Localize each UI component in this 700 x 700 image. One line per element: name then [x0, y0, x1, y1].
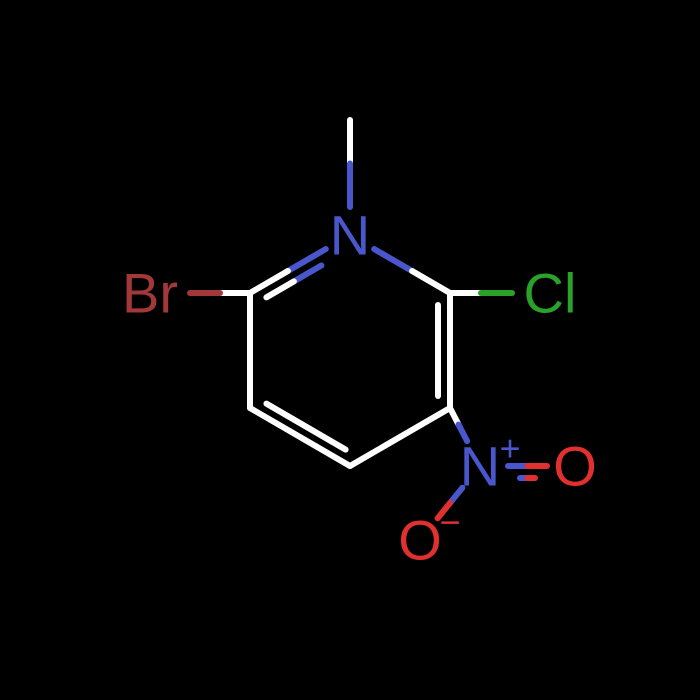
bond	[412, 271, 450, 293]
atom-label-cl: Cl	[524, 262, 577, 325]
atom-label-br: Br	[122, 262, 178, 325]
molecule-canvas: NBrClN+O−O	[0, 0, 700, 700]
atom-label-o: O	[553, 435, 597, 498]
atom-label-n: N	[330, 204, 370, 267]
bond	[374, 249, 412, 271]
bond	[350, 408, 450, 466]
bond	[250, 408, 350, 466]
atom-charge-nplus: +	[499, 428, 520, 469]
atom-label-nplus: N	[460, 435, 500, 498]
atom-charge-ominus: −	[439, 502, 460, 543]
atom-label-ominus: O	[398, 509, 442, 572]
